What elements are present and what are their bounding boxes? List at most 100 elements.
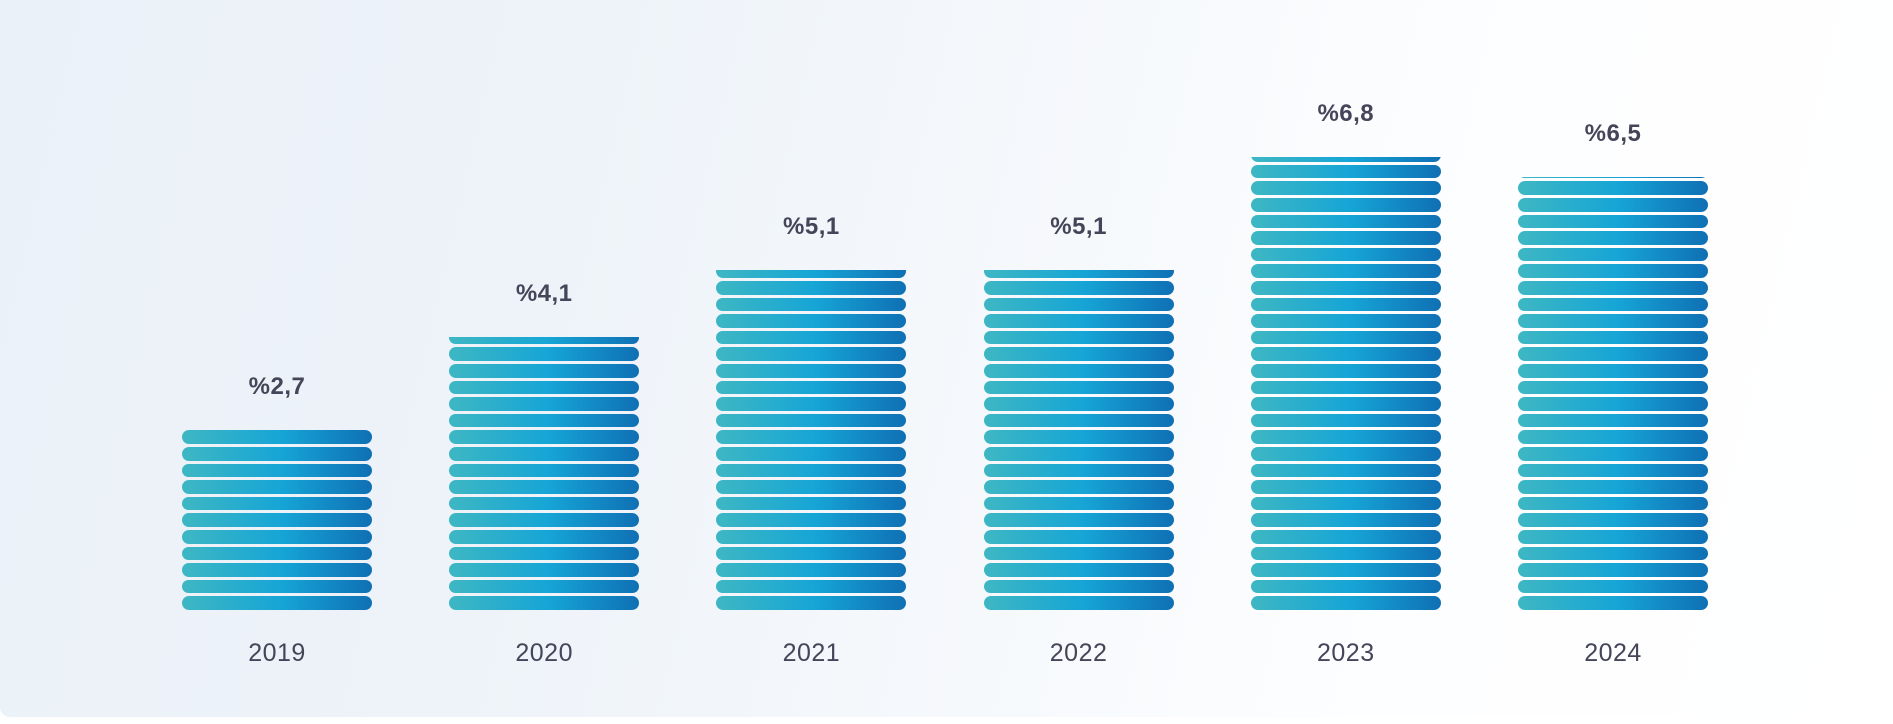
- bar-stripe: [983, 297, 1174, 312]
- bar-stripe: [1518, 177, 1708, 179]
- bar-stripe: [1250, 297, 1441, 312]
- bar-stripe: [716, 546, 907, 561]
- bar-stripe: [1250, 530, 1441, 544]
- bar-stripe: [1250, 596, 1441, 610]
- bar-stripe: [716, 530, 907, 544]
- bar-value-label-2020: %4,1: [515, 279, 573, 307]
- bar-stripe: [716, 496, 907, 511]
- bar-stripe: [182, 430, 372, 444]
- bar-stripe: [983, 430, 1174, 444]
- bar-stripe: [1518, 297, 1708, 312]
- bar-stripe: [182, 596, 372, 610]
- bar-stripe: [1250, 264, 1441, 278]
- x-axis-label-2019: 2019: [248, 639, 306, 667]
- bar-stripe: [1518, 231, 1708, 245]
- bar-stripe: [182, 496, 372, 511]
- bar-stripe: [983, 513, 1174, 527]
- bar-stripe: [1518, 447, 1708, 461]
- bar-stripe: [1250, 579, 1441, 594]
- bar-stripe: [1250, 281, 1441, 295]
- bar-stripe: [1518, 214, 1708, 229]
- bar-stripe: [1518, 397, 1708, 411]
- bar-stripe: [716, 297, 907, 312]
- bar-2019: [182, 430, 372, 610]
- bar-stripe: [1518, 530, 1708, 544]
- bar-stripe: [983, 563, 1174, 577]
- bar-stripe: [1250, 513, 1441, 527]
- x-axis-label-2021: 2021: [782, 639, 841, 667]
- bar-stripe: [1518, 596, 1708, 610]
- bar-stripe: [449, 380, 640, 395]
- bar-stripe: [983, 480, 1174, 494]
- bar-stripe: [1518, 546, 1708, 561]
- bar-stripe: [449, 563, 640, 577]
- bar-stripe: [182, 563, 372, 577]
- bar-stripe: [1518, 430, 1708, 444]
- bar-stripe: [716, 270, 907, 278]
- bar-stripe: [983, 496, 1174, 511]
- bar-stripe: [449, 413, 640, 428]
- bar-stripe: [1518, 347, 1708, 361]
- bar-stripe: [1518, 181, 1708, 195]
- bar-stripe: [983, 530, 1174, 544]
- x-axis-label-2022: 2022: [1049, 639, 1108, 667]
- bar-stripe: [1250, 247, 1441, 262]
- bar-stripe: [716, 480, 907, 494]
- x-axis-label-2024: 2024: [1584, 639, 1642, 667]
- bar-stripe: [983, 270, 1174, 278]
- bar-stripe: [1250, 430, 1441, 444]
- bar-stripe: [182, 579, 372, 594]
- bar-2021: [716, 270, 907, 610]
- bar-2024: [1518, 177, 1708, 610]
- bar-stripe: [449, 480, 640, 494]
- bar-stripe: [1250, 164, 1441, 179]
- bar-stripe: [1250, 463, 1441, 478]
- bar-value-label-2019: %2,7: [248, 373, 306, 401]
- bar-value-label-2023: %6,8: [1317, 100, 1375, 128]
- bar-stripe: [1518, 496, 1708, 511]
- bar-2022: [983, 270, 1174, 610]
- bar-stripe: [983, 330, 1174, 345]
- bar-value-label-2022: %5,1: [1050, 213, 1107, 241]
- bar-2020: [449, 336, 640, 610]
- bar-value-label-2021: %5,1: [783, 213, 840, 241]
- bar-stripe: [182, 463, 372, 478]
- bar-stripe: [716, 330, 907, 345]
- bar-stripe: [716, 413, 907, 428]
- bar-stripe: [449, 447, 640, 461]
- bar-stripe: [1518, 579, 1708, 594]
- bar-stripe: [716, 281, 907, 295]
- bar-stripe: [182, 513, 372, 527]
- bar-stripe: [983, 347, 1174, 361]
- bar-stripe: [1250, 364, 1441, 378]
- bar-stripe: [449, 364, 640, 378]
- bar-stripe: [1250, 563, 1441, 577]
- bar-stripe: [1518, 513, 1708, 527]
- bar-stripe: [182, 480, 372, 494]
- bar-stripe: [1518, 314, 1708, 328]
- bar-stripe: [983, 364, 1174, 378]
- bar-stripe: [1250, 157, 1441, 162]
- bar-stripe: [1250, 413, 1441, 428]
- bar-stripe: [983, 579, 1174, 594]
- bar-stripe: [1518, 380, 1708, 395]
- bar-stripe: [449, 579, 640, 594]
- bar-stripe: [449, 347, 640, 361]
- bar-stripe: [1250, 198, 1441, 212]
- bar-2023: [1250, 157, 1441, 610]
- bar-stripe: [716, 579, 907, 594]
- bar-stripe: [1250, 397, 1441, 411]
- bar-stripe: [716, 347, 907, 361]
- bar-stripe: [1518, 463, 1708, 478]
- bar-stripe: [1250, 314, 1441, 328]
- bar-stripe: [983, 447, 1174, 461]
- bar-stripe: [716, 463, 907, 478]
- bar-stripe: [1250, 214, 1441, 229]
- bar-stripe: [983, 463, 1174, 478]
- bar-stripe: [983, 413, 1174, 428]
- bar-stripe: [1250, 347, 1441, 361]
- bar-stripe: [1250, 496, 1441, 511]
- bar-stripe: [1518, 198, 1708, 212]
- bar-stripe: [1250, 480, 1441, 494]
- bar-stripe: [1518, 413, 1708, 428]
